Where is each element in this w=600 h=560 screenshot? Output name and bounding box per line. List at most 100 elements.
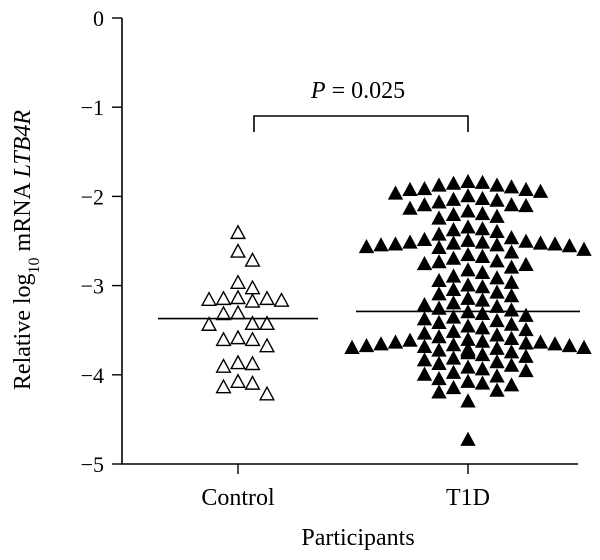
t1d-data-point — [460, 219, 476, 234]
t1d-data-point — [445, 268, 462, 283]
y-tick-label: −4 — [81, 363, 104, 388]
t1d-data-point — [358, 338, 375, 353]
control-data-point — [215, 331, 232, 347]
t1d-data-point — [460, 203, 476, 218]
t1d-data-point — [445, 281, 462, 296]
t1d-data-point — [416, 338, 433, 354]
t1d-data-point — [460, 247, 476, 262]
y-axis-title-gene: LTB4R — [10, 110, 36, 179]
t1d-data-point — [547, 336, 563, 351]
t1d-data-point — [431, 226, 447, 241]
y-tick-label: −2 — [81, 184, 104, 209]
t1d-data-point — [445, 222, 462, 237]
control-data-point — [229, 289, 247, 305]
t1d-data-point — [503, 288, 520, 303]
significance-bracket — [253, 115, 469, 132]
t1d-data-point — [387, 236, 404, 251]
t1d-data-point — [503, 344, 520, 359]
t1d-data-point — [518, 335, 534, 350]
t1d-data-point — [518, 197, 534, 213]
t1d-data-point — [431, 177, 447, 192]
t1d-data-point — [503, 377, 520, 392]
control-data-point — [258, 315, 276, 331]
t1d-data-point — [445, 379, 462, 395]
control-data-point — [258, 337, 276, 353]
t1d-data-point — [358, 238, 375, 254]
t1d-data-point — [474, 333, 491, 348]
p-value-text: = 0.025 — [326, 78, 406, 104]
control-data-point — [229, 329, 247, 345]
t1d-data-point — [518, 233, 534, 248]
t1d-data-point — [445, 295, 462, 310]
control-data-point — [215, 305, 232, 321]
t1d-data-point — [431, 371, 447, 386]
t1d-data-point — [416, 255, 433, 271]
t1d-data-point — [416, 181, 433, 196]
t1d-data-point — [518, 181, 534, 197]
t1d-data-point — [460, 262, 476, 277]
t1d-data-point — [431, 314, 447, 329]
t1d-data-point — [489, 313, 505, 328]
y-axis-title-middle: mRNA — [10, 177, 36, 257]
control-data-point — [258, 290, 276, 306]
t1d-data-point — [489, 354, 505, 369]
control-data-point — [244, 375, 261, 390]
t1d-data-point — [445, 350, 462, 365]
control-data-point — [244, 355, 261, 371]
control-data-point — [273, 292, 290, 307]
t1d-data-point — [460, 290, 476, 305]
t1d-data-point — [489, 298, 505, 313]
t1d-data-point — [474, 205, 491, 221]
control-data-point — [200, 316, 218, 331]
x-ticks: Control T1D — [201, 464, 490, 511]
t1d-data-point — [489, 368, 505, 383]
x-tick-label: T1D — [446, 485, 490, 511]
y-tick-label: −5 — [81, 452, 104, 477]
t1d-data-point — [431, 286, 447, 301]
t1d-data-point — [503, 316, 520, 331]
mean-lines — [158, 310, 580, 320]
t1d-data-point — [445, 175, 462, 190]
t1d-data-point — [402, 332, 418, 347]
y-tick-label: 0 — [93, 6, 104, 31]
t1d-data-point — [460, 431, 476, 446]
t1d-data-point — [431, 239, 447, 255]
t1d-data-point — [402, 200, 418, 215]
t1d-data-point — [445, 323, 462, 338]
t1d-data-point — [431, 342, 447, 357]
t1d-data-point — [474, 174, 491, 189]
t1d-data-point — [503, 244, 520, 259]
y-axis-title-subscript: 10 — [26, 257, 43, 273]
t1d-data-point — [445, 250, 462, 265]
t1d-data-point — [460, 232, 476, 247]
t1d-data-point — [416, 311, 433, 326]
control-data-point — [215, 378, 232, 394]
t1d-data-point — [518, 321, 534, 337]
t1d-data-point — [474, 264, 491, 280]
t1d-data-point — [474, 375, 491, 390]
t1d-data-point — [518, 348, 534, 363]
t1d-data-point — [431, 272, 447, 288]
x-tick-label: Control — [201, 485, 275, 511]
t1d-data-point — [518, 256, 534, 271]
control-data-point — [258, 385, 276, 401]
t1d-data-point — [561, 238, 578, 253]
t1d-data-point — [460, 373, 476, 388]
t1d-data-point — [474, 279, 491, 294]
t1d-data-point — [474, 292, 491, 307]
t1d-data-point — [416, 296, 433, 312]
control-data-point — [229, 274, 247, 290]
t1d-data-point — [460, 393, 476, 408]
t1d-data-point — [489, 340, 505, 355]
t1d-data-point — [344, 339, 360, 354]
t1d-data-point — [460, 173, 476, 189]
t1d-data-point — [431, 254, 447, 269]
t1d-data-point — [402, 234, 418, 249]
t1d-data-point — [474, 248, 491, 263]
t1d-data-point — [445, 309, 462, 324]
t1d-data-point — [416, 197, 433, 212]
t1d-data-point — [561, 338, 578, 353]
t1d-data-point — [474, 234, 491, 249]
t1d-data-point — [416, 325, 433, 340]
t1d-data-point — [503, 259, 520, 274]
